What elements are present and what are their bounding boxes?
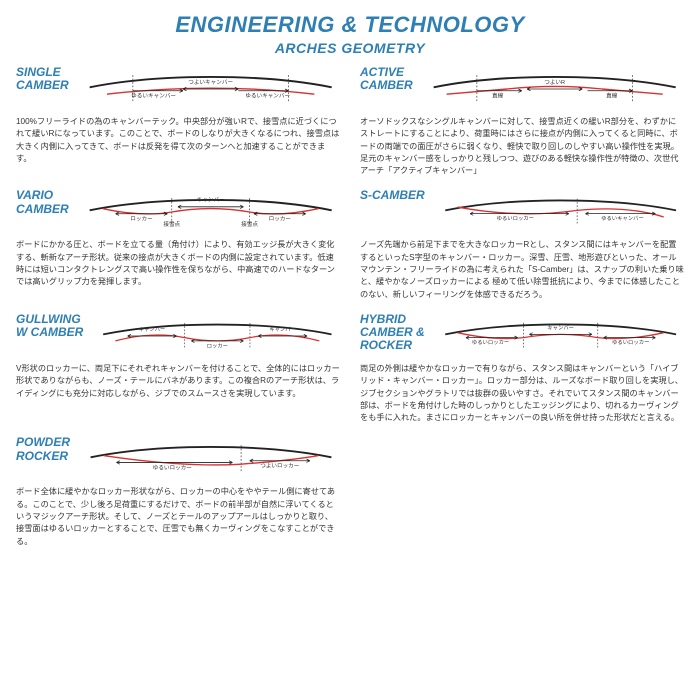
section-description: 100%フリーライドの為のキャンバーテック。中央部分が強いRで、接雪点に近づくに… (16, 116, 340, 165)
page-subtitle: ARCHES GEOMETRY (16, 40, 684, 56)
section-vario-camber: VARIO CAMBER ロッカー ロッカー キャンバー接雪点 接雪点ボードにかかる圧と… (16, 189, 340, 300)
section-s-camber: S-CAMBER ゆるいロッカー ゆるいキャンバーノーズ先端から前足下までを大きなロ… (360, 189, 684, 300)
section-title: HYBRID CAMBER & ROCKER (360, 313, 425, 353)
svg-text:ゆるいロッカー: ゆるいロッカー (472, 339, 509, 346)
section-description: ボードにかかる圧と、ボードを立てる量（角付け）により、有効エッジ長が大きく変化す… (16, 239, 340, 288)
section-head: S-CAMBER ゆるいロッカー ゆるいキャンバー (360, 189, 684, 235)
camber-diagram: ロッカー ロッカー キャンバー接雪点 接雪点 (81, 189, 340, 235)
svg-text:ゆるいロッカー: ゆるいロッカー (496, 216, 533, 223)
section-head: SINGLE CAMBER ゆるいキャンバー ゆるいキャンバー つよいキャンバー (16, 66, 340, 112)
svg-text:ゆるいキャンバー: ゆるいキャンバー (131, 93, 176, 100)
svg-text:ロッカー: ロッカー (207, 342, 228, 349)
section-head: GULLWING W CAMBER キャンバー キャンバーロッカー (16, 313, 340, 359)
svg-text:キャンバー: キャンバー (270, 326, 297, 333)
svg-text:直線: 直線 (492, 92, 504, 100)
header: ENGINEERING & TECHNOLOGY ARCHES GEOMETRY (16, 12, 684, 56)
svg-text:接雪点: 接雪点 (241, 220, 258, 228)
camber-diagram: ゆるいロッカー つよいロッカー (82, 436, 340, 482)
svg-text:接雪点: 接雪点 (163, 220, 180, 228)
section-title: VARIO CAMBER (16, 189, 69, 215)
section-description: 両足の外側は緩やかなロッカーで有りながら、スタンス間はキャンバーという「ハイブリ… (360, 363, 684, 424)
section-head: ACTIVE CAMBER 直線 直線 つよいR (360, 66, 684, 112)
section-description: オーソドックスなシングルキャンバーに対して、接雪点近くの緩いR部分を、わずかにス… (360, 116, 684, 177)
svg-text:つよいR: つよいR (544, 79, 565, 86)
svg-text:ロッカー: ロッカー (268, 216, 291, 223)
section-hybrid-camber-rocker: HYBRID CAMBER & ROCKER ゆるいロッカー ゆるいロッカー キャンバ… (360, 313, 684, 424)
section-head: VARIO CAMBER ロッカー ロッカー キャンバー接雪点 接雪点 (16, 189, 340, 235)
section-description: V形状のロッカーに、両足下にそれぞれキャンバーを付けることで、全体的にはロッカー… (16, 363, 340, 400)
section-description: ノーズ先端から前足下までを大きなロッカーRとし、スタンス間にはキャンバーを配置す… (360, 239, 684, 300)
section-title: S-CAMBER (360, 189, 425, 202)
section-title: POWDER ROCKER (16, 436, 70, 462)
camber-diagram: ゆるいキャンバー ゆるいキャンバー つよいキャンバー (81, 66, 340, 112)
section-gullwing-w-camber: GULLWING W CAMBER キャンバー キャンバーロッカー V形状のロッカーに… (16, 313, 340, 424)
section-head: HYBRID CAMBER & ROCKER ゆるいロッカー ゆるいロッカー キャンバ… (360, 313, 684, 359)
camber-diagram: 直線 直線 つよいR (425, 66, 684, 112)
camber-diagram: ゆるいロッカー ゆるいロッカー キャンバー (437, 313, 684, 359)
svg-text:ゆるいロッカー: ゆるいロッカー (153, 465, 192, 472)
svg-text:ゆるいキャンバー: ゆるいキャンバー (245, 93, 290, 100)
svg-text:つよいキャンバー: つよいキャンバー (188, 79, 233, 86)
svg-text:キャンバー: キャンバー (547, 324, 574, 331)
svg-text:キャンバー: キャンバー (196, 197, 224, 204)
section-single-camber: SINGLE CAMBER ゆるいキャンバー ゆるいキャンバー つよいキャンバー 100… (16, 66, 340, 177)
svg-text:つよいロッカー: つよいロッカー (260, 463, 299, 470)
section-active-camber: ACTIVE CAMBER 直線 直線 つよいR オーソドックスなシングルキャンバーに対… (360, 66, 684, 177)
svg-text:ゆるいロッカー: ゆるいロッカー (612, 339, 649, 346)
svg-text:直線: 直線 (606, 92, 618, 100)
svg-text:ゆるいキャンバー: ゆるいキャンバー (601, 216, 644, 223)
camber-diagram: ゆるいロッカー ゆるいキャンバー (437, 189, 684, 235)
section-title: SINGLE CAMBER (16, 66, 69, 92)
section-powder-rocker: POWDER ROCKER ゆるいロッカー つよいロッカーボード全体に緩やかなロッカ… (16, 436, 340, 547)
camber-diagram: キャンバー キャンバーロッカー (95, 313, 340, 359)
section-head: POWDER ROCKER ゆるいロッカー つよいロッカー (16, 436, 340, 482)
sections-grid: SINGLE CAMBERゆるいキャンバーゆるいキャンバーつよいキャンバー100… (16, 66, 684, 554)
section-title: GULLWING W CAMBER (16, 313, 83, 339)
section-description: ボード全体に緩やかなロッカー形状ながら、ロッカーの中心をややテール側に寄せてある… (16, 486, 340, 547)
section-title: ACTIVE CAMBER (360, 66, 413, 92)
svg-text:ロッカー: ロッカー (130, 216, 153, 223)
svg-text:キャンバー: キャンバー (139, 326, 166, 333)
page-title: ENGINEERING & TECHNOLOGY (16, 12, 684, 38)
